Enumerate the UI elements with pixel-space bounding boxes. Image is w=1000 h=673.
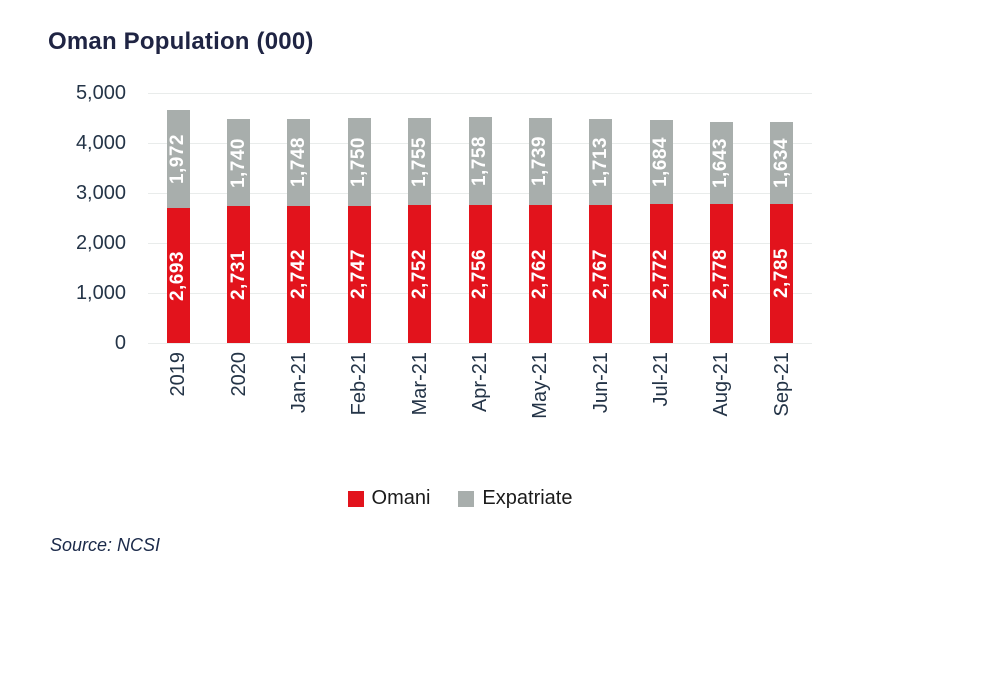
- bar-value-label: 1,972: [167, 134, 189, 185]
- bar-column: 2,785 1,634: [770, 122, 794, 343]
- bar-value-label: 2,756: [469, 249, 490, 300]
- bar-segment-expatriate: 1,972: [166, 109, 190, 209]
- bar-segment-omani: 2,767: [589, 204, 613, 343]
- bar-segment-omani: 2,693: [166, 208, 190, 343]
- x-axis-label: 2019: [167, 352, 190, 397]
- gridline: [148, 342, 812, 344]
- bar-value-label: 2,767: [589, 248, 611, 299]
- bar-column: 2,752 1,755: [408, 117, 432, 343]
- page-title: Oman Population (000): [48, 28, 314, 55]
- bar-value-label: 2,747: [348, 249, 370, 300]
- x-axis-label: Jan-21: [287, 352, 310, 414]
- bar-segment-expatriate: 1,740: [227, 119, 251, 207]
- legend-swatch-expatriate: [458, 490, 475, 507]
- bar-value-label: 2,742: [287, 249, 309, 300]
- legend: Omani Expatriate: [130, 487, 790, 510]
- bar-column: 2,762 1,739: [528, 117, 552, 343]
- bar-value-label: 1,713: [589, 136, 611, 187]
- bar-column: 2,731 1,740: [227, 119, 251, 343]
- bar-column: 2,756 1,758: [468, 117, 492, 343]
- bar-segment-expatriate: 1,755: [408, 117, 432, 206]
- legend-item-expatriate: Expatriate: [458, 487, 572, 510]
- legend-label: Omani: [371, 487, 431, 509]
- bar-value-label: 2,785: [770, 248, 792, 299]
- bar-segment-omani: 2,762: [528, 204, 552, 343]
- y-axis-tick-label: 3,000: [75, 182, 126, 204]
- bar-column: 2,742 1,748: [287, 118, 311, 343]
- bar-value-label: 1,739: [529, 136, 551, 187]
- bar-column: 2,693 1,972: [166, 109, 190, 343]
- bar-segment-expatriate: 1,750: [347, 118, 371, 206]
- legend-swatch-omani: [347, 490, 364, 507]
- bar-value-label: 2,693: [167, 250, 189, 301]
- x-axis-label: Mar-21: [408, 352, 431, 416]
- bar-segment-expatriate: 1,748: [287, 118, 311, 206]
- bar-value-label: 2,762: [529, 248, 551, 299]
- bar-value-label: 2,752: [408, 249, 430, 300]
- bar-segment-omani: 2,747: [347, 205, 371, 343]
- legend-item-omani: Omani: [347, 487, 431, 510]
- bar-segment-expatriate: 1,684: [649, 120, 673, 205]
- bar-value-label: 1,750: [348, 136, 370, 187]
- bar-segment-omani: 2,756: [468, 205, 492, 343]
- bar-value-label: 1,643: [710, 138, 732, 189]
- y-axis-tick-label: 0: [114, 332, 126, 354]
- y-axis-tick-label: 1,000: [75, 282, 126, 304]
- bar-value-label: 2,731: [227, 249, 249, 300]
- bar-segment-expatriate: 1,634: [770, 122, 794, 204]
- bar-value-label: 1,634: [770, 137, 792, 188]
- y-axis-tick-label: 4,000: [75, 132, 126, 154]
- bar-column: 2,778 1,643: [709, 121, 733, 343]
- plot-area: 2,693 1,972 2,731 1,740 2,742 1,748 2,747 1,750…: [148, 92, 812, 344]
- bar-segment-expatriate: 1,739: [528, 117, 552, 205]
- bar-segment-omani: 2,752: [408, 205, 432, 343]
- x-axis-label: Aug-21: [710, 352, 733, 417]
- bar-segment-omani: 2,742: [287, 205, 311, 343]
- bar-segment-omani: 2,785: [770, 203, 794, 343]
- bar-value-label: 2,772: [650, 248, 672, 299]
- bar-value-label: 1,748: [287, 137, 309, 188]
- bar-value-label: 1,755: [408, 136, 430, 187]
- bar-segment-expatriate: 1,643: [709, 121, 733, 205]
- x-axis-label: Jul-21: [650, 352, 673, 407]
- x-axis-label: May-21: [529, 352, 552, 419]
- bar-column: 2,772 1,684: [649, 120, 673, 343]
- y-axis-tick-label: 5,000: [75, 82, 126, 104]
- bar-segment-omani: 2,778: [709, 204, 733, 343]
- bar-segment-expatriate: 1,758: [468, 117, 492, 206]
- bar-value-label: 1,740: [227, 137, 249, 188]
- x-axis-label: 2020: [227, 352, 250, 397]
- bar-segment-expatriate: 1,713: [589, 119, 613, 205]
- bar-value-label: 1,758: [469, 136, 490, 187]
- legend-label: Expatriate: [482, 487, 573, 509]
- source-note: Source: NCSI: [50, 535, 161, 555]
- bar-column: 2,767 1,713: [589, 119, 613, 343]
- bar-segment-omani: 2,731: [227, 206, 251, 343]
- bar-value-label: 2,778: [710, 248, 732, 299]
- gridline: [148, 92, 812, 94]
- x-axis-label: Apr-21: [469, 352, 491, 413]
- bar-column: 2,747 1,750: [347, 118, 371, 343]
- bar-segment-omani: 2,772: [649, 204, 673, 343]
- x-axis-label: Sep-21: [770, 352, 793, 417]
- bar-value-label: 1,684: [650, 137, 672, 188]
- x-axis-label: Feb-21: [348, 352, 371, 416]
- x-axis-label: Jun-21: [589, 352, 612, 414]
- y-axis-tick-label: 2,000: [75, 232, 126, 254]
